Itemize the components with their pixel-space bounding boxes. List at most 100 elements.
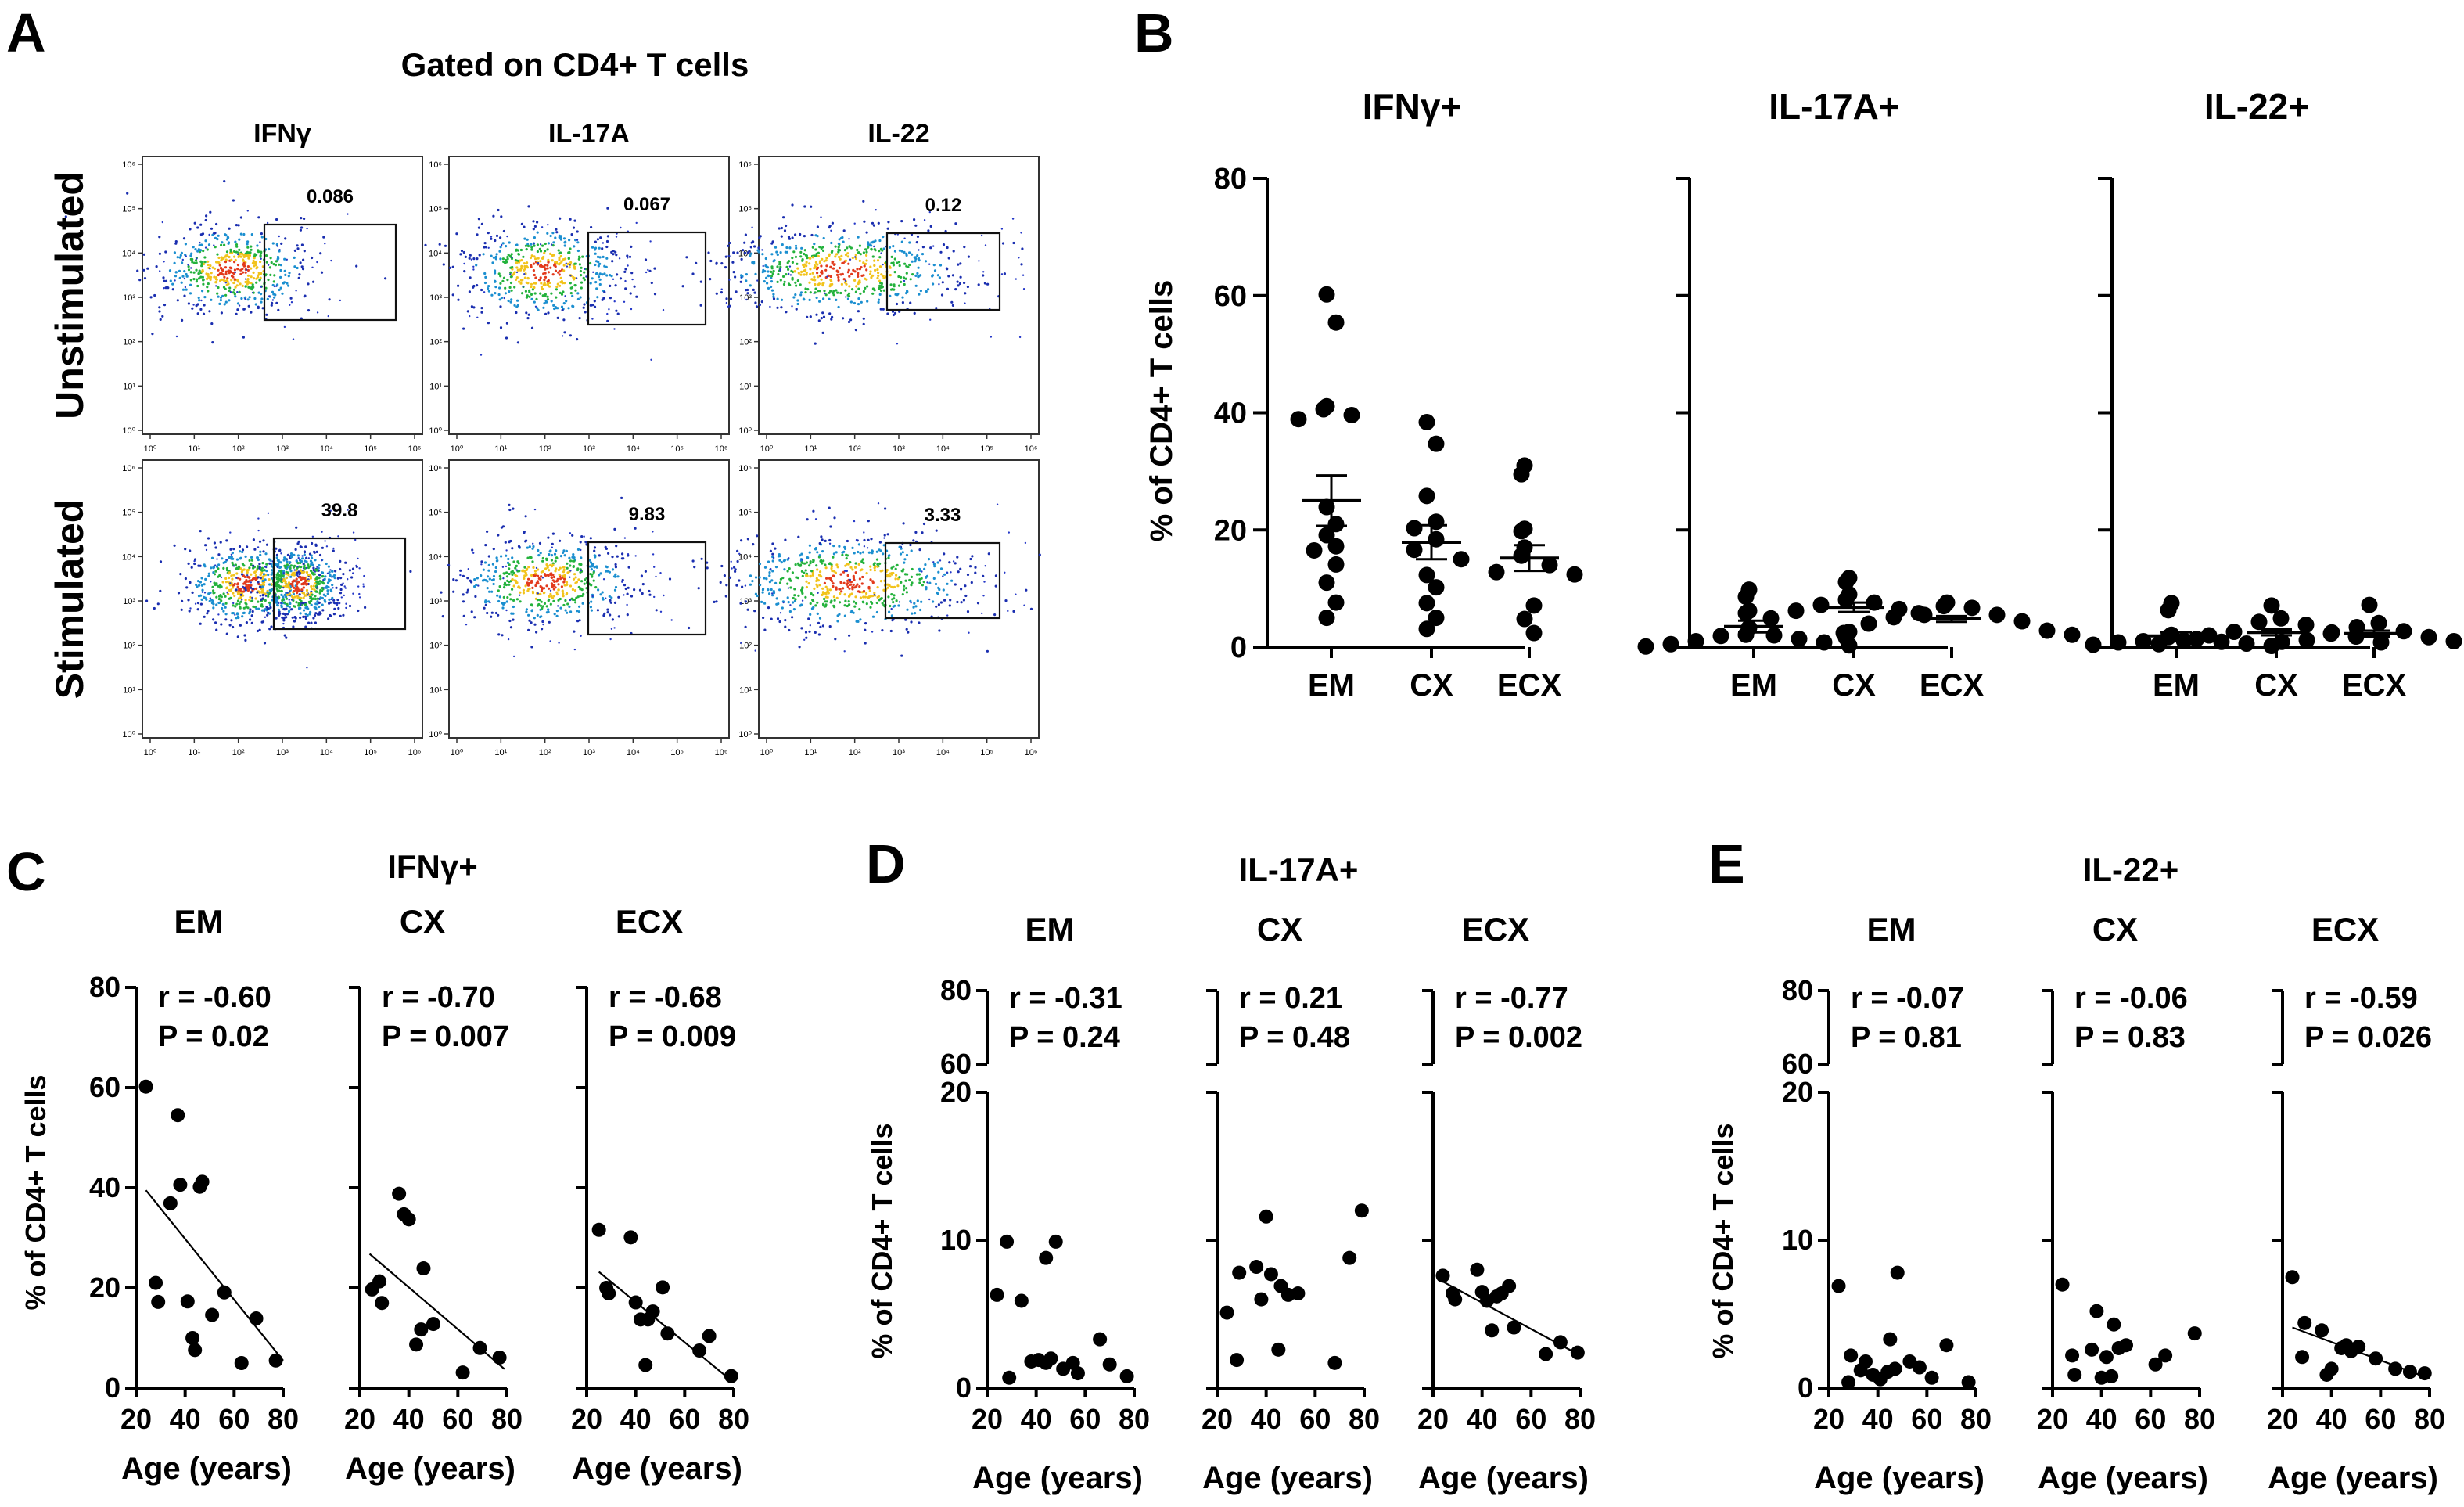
- data-point[interactable]: [1315, 401, 1332, 418]
- data-point[interactable]: [1254, 1292, 1269, 1307]
- data-point[interactable]: [2065, 1348, 2080, 1363]
- data-point[interactable]: [1860, 615, 1877, 632]
- data-point[interactable]: [2175, 632, 2193, 649]
- data-point[interactable]: [1428, 435, 1445, 452]
- data-point[interactable]: [1553, 1335, 1568, 1350]
- data-point[interactable]: [990, 1287, 1004, 1302]
- data-point[interactable]: [401, 1212, 416, 1227]
- data-point[interactable]: [1939, 1338, 1954, 1353]
- data-point[interactable]: [2200, 627, 2218, 644]
- data-point[interactable]: [638, 1358, 653, 1372]
- data-point[interactable]: [1539, 1347, 1553, 1361]
- data-point[interactable]: [409, 1337, 424, 1352]
- data-point[interactable]: [1885, 609, 1902, 626]
- data-point[interactable]: [2238, 635, 2255, 653]
- flow-gate[interactable]: [272, 537, 407, 631]
- data-point[interactable]: [1418, 487, 1435, 505]
- data-point[interactable]: [185, 1331, 200, 1345]
- data-point[interactable]: [268, 1353, 283, 1368]
- data-point[interactable]: [2110, 634, 2127, 651]
- data-point[interactable]: [1000, 1234, 1015, 1249]
- data-point[interactable]: [2213, 633, 2230, 650]
- flow-gate[interactable]: [263, 223, 397, 322]
- data-point[interactable]: [149, 1275, 163, 1290]
- data-point[interactable]: [195, 1174, 210, 1189]
- data-point[interactable]: [1525, 597, 1543, 614]
- data-point[interactable]: [1318, 286, 1335, 303]
- data-point[interactable]: [1327, 556, 1345, 573]
- data-point[interactable]: [1070, 1366, 1085, 1381]
- data-point[interactable]: [1291, 1286, 1306, 1301]
- data-point[interactable]: [660, 1326, 675, 1341]
- data-point[interactable]: [1541, 556, 1558, 574]
- data-point[interactable]: [1787, 602, 1805, 620]
- data-point[interactable]: [1737, 626, 1755, 643]
- data-point[interactable]: [2370, 614, 2387, 631]
- data-point[interactable]: [1883, 1332, 1898, 1347]
- data-point[interactable]: [1963, 599, 1981, 617]
- flow-gate[interactable]: [884, 541, 1001, 620]
- data-point[interactable]: [1418, 413, 1435, 430]
- data-point[interactable]: [1327, 538, 1345, 555]
- data-point[interactable]: [1485, 1323, 1500, 1338]
- data-point[interactable]: [1043, 1351, 1058, 1366]
- data-point[interactable]: [1327, 314, 1345, 331]
- data-point[interactable]: [249, 1311, 264, 1326]
- data-point[interactable]: [416, 1261, 431, 1276]
- data-point[interactable]: [1525, 624, 1543, 642]
- data-point[interactable]: [426, 1317, 440, 1332]
- data-point[interactable]: [1570, 1345, 1585, 1360]
- data-point[interactable]: [1406, 520, 1423, 537]
- data-point[interactable]: [1961, 1375, 1976, 1390]
- data-point[interactable]: [702, 1329, 717, 1343]
- data-point[interactable]: [1014, 1293, 1029, 1308]
- data-point[interactable]: [1737, 588, 1755, 606]
- data-point[interactable]: [1102, 1357, 1117, 1372]
- data-point[interactable]: [1737, 605, 1755, 622]
- data-point[interactable]: [2361, 596, 2378, 613]
- data-point[interactable]: [1318, 610, 1335, 627]
- data-point[interactable]: [1219, 1305, 1234, 1320]
- data-point[interactable]: [1662, 635, 1679, 653]
- data-point[interactable]: [1327, 1355, 1342, 1370]
- data-point[interactable]: [1448, 1292, 1463, 1307]
- data-point[interactable]: [1513, 466, 1530, 483]
- data-point[interactable]: [2298, 631, 2315, 649]
- data-point[interactable]: [2372, 634, 2390, 651]
- flow-gate[interactable]: [587, 231, 707, 326]
- data-point[interactable]: [372, 1274, 387, 1289]
- data-point[interactable]: [2297, 617, 2315, 634]
- data-point[interactable]: [1762, 610, 1780, 627]
- data-point[interactable]: [1290, 411, 1307, 428]
- data-point[interactable]: [2013, 613, 2031, 630]
- data-point[interactable]: [1263, 1267, 1278, 1282]
- data-point[interactable]: [1841, 1375, 1856, 1390]
- flow-gate[interactable]: [885, 232, 1001, 311]
- data-point[interactable]: [1831, 1279, 1846, 1293]
- data-point[interactable]: [1039, 1250, 1054, 1265]
- data-point[interactable]: [1232, 1265, 1247, 1280]
- data-point[interactable]: [1048, 1234, 1063, 1249]
- data-point[interactable]: [1488, 563, 1505, 581]
- data-point[interactable]: [2160, 602, 2177, 619]
- data-point[interactable]: [173, 1178, 188, 1192]
- data-point[interactable]: [1002, 1370, 1017, 1385]
- data-point[interactable]: [1453, 551, 1470, 568]
- data-point[interactable]: [1844, 1348, 1859, 1363]
- data-point[interactable]: [2250, 613, 2268, 631]
- data-point[interactable]: [2420, 628, 2437, 646]
- data-point[interactable]: [1249, 1260, 1264, 1275]
- data-point[interactable]: [1513, 547, 1530, 564]
- data-point[interactable]: [138, 1079, 153, 1094]
- data-point[interactable]: [2263, 597, 2280, 614]
- data-point[interactable]: [1406, 541, 1423, 559]
- data-point[interactable]: [2323, 624, 2340, 641]
- data-point[interactable]: [724, 1369, 738, 1383]
- data-point[interactable]: [1687, 633, 1704, 650]
- data-point[interactable]: [2064, 626, 2081, 643]
- data-point[interactable]: [151, 1294, 166, 1309]
- data-point[interactable]: [1507, 1320, 1521, 1335]
- data-point[interactable]: [656, 1280, 670, 1295]
- data-point[interactable]: [1470, 1262, 1485, 1277]
- data-point[interactable]: [234, 1356, 249, 1370]
